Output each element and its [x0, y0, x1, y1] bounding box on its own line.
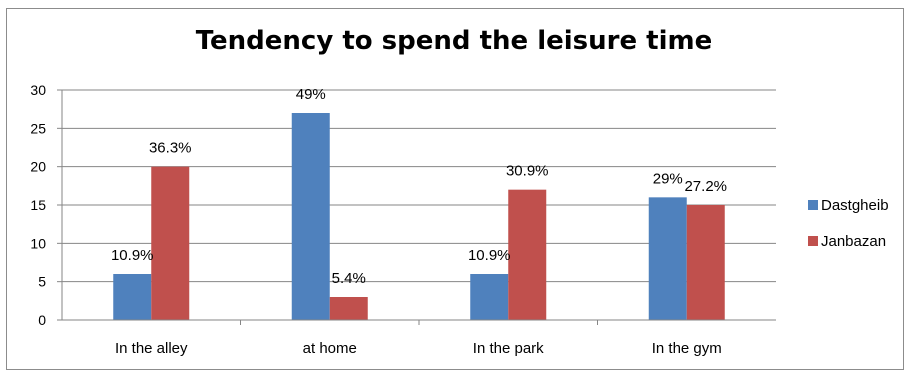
y-tick-label: 0 [38, 312, 46, 328]
legend: Dastgheib Janbazan [808, 197, 889, 250]
x-tick-label: In the park [473, 340, 544, 357]
axes [61, 90, 776, 321]
data-label: 10.9% [111, 247, 154, 264]
chart-title: Tendency to spend the leisure time [195, 26, 713, 56]
bar-dastgheib [648, 197, 687, 320]
x-tick-label: In the alley [115, 340, 188, 357]
bar-dastgheib [291, 113, 330, 320]
bar-dastgheib [113, 274, 152, 320]
x-axis-ticks: In the alley at home In the park In the gym [115, 320, 722, 357]
y-tick-label: 10 [30, 235, 46, 251]
data-label: 49% [296, 86, 326, 103]
y-tick-label: 20 [30, 159, 46, 175]
bar-dastgheib [470, 274, 509, 320]
data-labels: 10.9% 36.3% 49% 5.4% 10.9% 30.9% 29% 27.2% [111, 86, 727, 287]
y-tick-label: 30 [30, 82, 46, 98]
y-tick-label: 15 [30, 197, 46, 213]
legend-swatch-dastgheib [808, 200, 818, 210]
data-label: 29% [653, 170, 683, 187]
legend-label-janbazan: Janbazan [821, 233, 886, 250]
y-tick-label: 25 [30, 120, 46, 136]
data-label: 36.3% [149, 140, 192, 157]
x-tick-label: In the gym [652, 340, 722, 357]
y-tick-label: 5 [38, 274, 46, 290]
data-label: 30.9% [506, 163, 549, 180]
x-tick-label: at home [303, 340, 357, 357]
bar-janbazan [508, 189, 547, 320]
legend-swatch-janbazan [808, 236, 818, 246]
legend-label-dastgheib: Dastgheib [821, 197, 889, 214]
bar-janbazan [329, 297, 368, 320]
bars [113, 113, 725, 320]
data-label: 27.2% [684, 178, 727, 195]
bar-janbazan [686, 205, 725, 320]
y-axis-ticks: 0 5 10 15 20 25 30 [30, 82, 62, 328]
data-label: 5.4% [332, 270, 366, 287]
bar-janbazan [151, 166, 190, 320]
data-label: 10.9% [468, 247, 511, 264]
